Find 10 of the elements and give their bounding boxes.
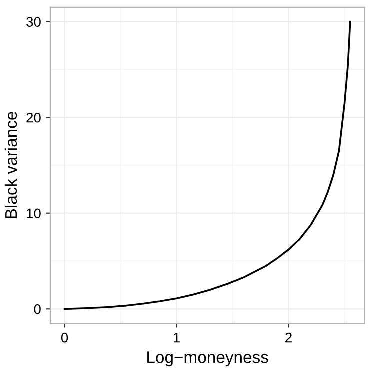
y-tick-label: 10 (27, 208, 41, 219)
x-tick-label: 2 (286, 332, 292, 343)
y-axis-title: Black variance (4, 112, 18, 218)
y-tick-label: 0 (34, 304, 41, 314)
x-tick-label: 0 (61, 332, 68, 343)
line-series (64, 20, 352, 310)
y-tick-label: 30 (26, 17, 41, 28)
x-axis-title: Log−moneyness (148, 352, 268, 367)
y-tick-label: 20 (26, 112, 41, 123)
x-tick-label: 1 (174, 333, 180, 343)
